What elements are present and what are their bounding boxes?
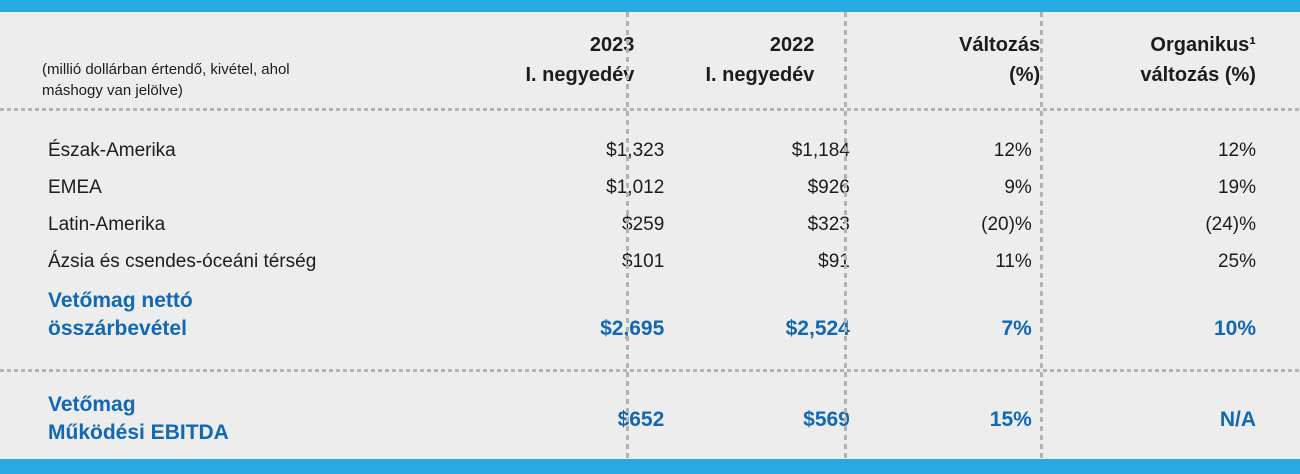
column-divider-1: [626, 12, 629, 459]
value-change: 11%: [995, 250, 1032, 272]
column-header-2023-q1: 2023 I. negyedév: [525, 34, 635, 86]
column-header-2022-q1: 2022 I. negyedév: [705, 34, 815, 86]
value-2023: $101: [622, 250, 665, 272]
total-value-organic: 10%: [1213, 317, 1256, 340]
total-row-label: Vetőmag nettó összárbevétel: [48, 289, 193, 340]
value-organic: (24)%: [1205, 213, 1256, 235]
top-accent-bar: [0, 0, 1300, 12]
units-note-line1: (millió dollárban értendő, kivétel, ahol: [42, 61, 290, 78]
total-value-change: 7%: [1001, 317, 1032, 340]
units-note-line2: máshogy van jelölve): [42, 82, 183, 99]
row-label: EMEA: [48, 176, 102, 198]
ebitda-row-label: Vetőmag Működési EBITDA: [48, 393, 229, 444]
total-divider: [0, 369, 1300, 372]
header-divider: [0, 108, 1300, 111]
ebitda-value-2023: $652: [617, 408, 665, 431]
value-2023: $1,012: [606, 176, 665, 198]
value-organic: 19%: [1217, 176, 1256, 198]
value-2022: $926: [807, 176, 850, 198]
value-change: (20)%: [981, 213, 1032, 235]
total-value-2022: $2,524: [785, 317, 850, 340]
table-row-asia-pacific: Ázsia és csendes-óceáni térség $101 $91 …: [0, 243, 1300, 280]
table-row-emea: EMEA $1,012 $926 9% 19%: [0, 169, 1300, 206]
ebitda-value-organic: N/A: [1219, 408, 1256, 431]
value-change: 9%: [1004, 176, 1032, 198]
column-header-change: Változás (%): [959, 34, 1041, 86]
table-row-net-sales-total: Vetőmag nettó összárbevétel $2,695 $2,52…: [0, 280, 1300, 369]
value-change: 12%: [993, 139, 1032, 161]
bottom-accent-bar: [0, 459, 1300, 474]
column-divider-2: [844, 12, 847, 459]
table-row-latin-america: Latin-Amerika $259 $323 (20)% (24)%: [0, 206, 1300, 243]
table-header-row: (millió dollárban értendő, kivétel, ahol…: [0, 12, 1300, 108]
row-label: Észak-Amerika: [48, 139, 176, 161]
ebitda-value-change: 15%: [989, 408, 1032, 431]
row-label: Latin-Amerika: [48, 213, 166, 235]
value-2023: $259: [622, 213, 665, 235]
table-row-north-america: Észak-Amerika $1,323 $1,184 12% 12%: [0, 132, 1300, 169]
table-row-operating-ebitda: Vetőmag Működési EBITDA $652 $569 15% N/…: [0, 372, 1300, 459]
value-2022: $1,184: [791, 139, 850, 161]
value-2022: $323: [807, 213, 850, 235]
value-2023: $1,323: [606, 139, 665, 161]
row-label: Ázsia és csendes-óceáni térség: [48, 250, 317, 272]
units-note: (millió dollárban értendő, kivétel, ahol…: [0, 12, 512, 108]
value-2022: $91: [818, 250, 850, 272]
results-table: (millió dollárban értendő, kivétel, ahol…: [0, 12, 1300, 459]
column-header-organic-change: Organikus¹ változás (%): [1140, 34, 1256, 86]
total-value-2023: $2,695: [600, 317, 665, 340]
column-divider-3: [1040, 12, 1043, 459]
value-organic: 12%: [1217, 139, 1256, 161]
value-organic: 25%: [1217, 250, 1256, 272]
ebitda-value-2022: $569: [803, 408, 850, 431]
